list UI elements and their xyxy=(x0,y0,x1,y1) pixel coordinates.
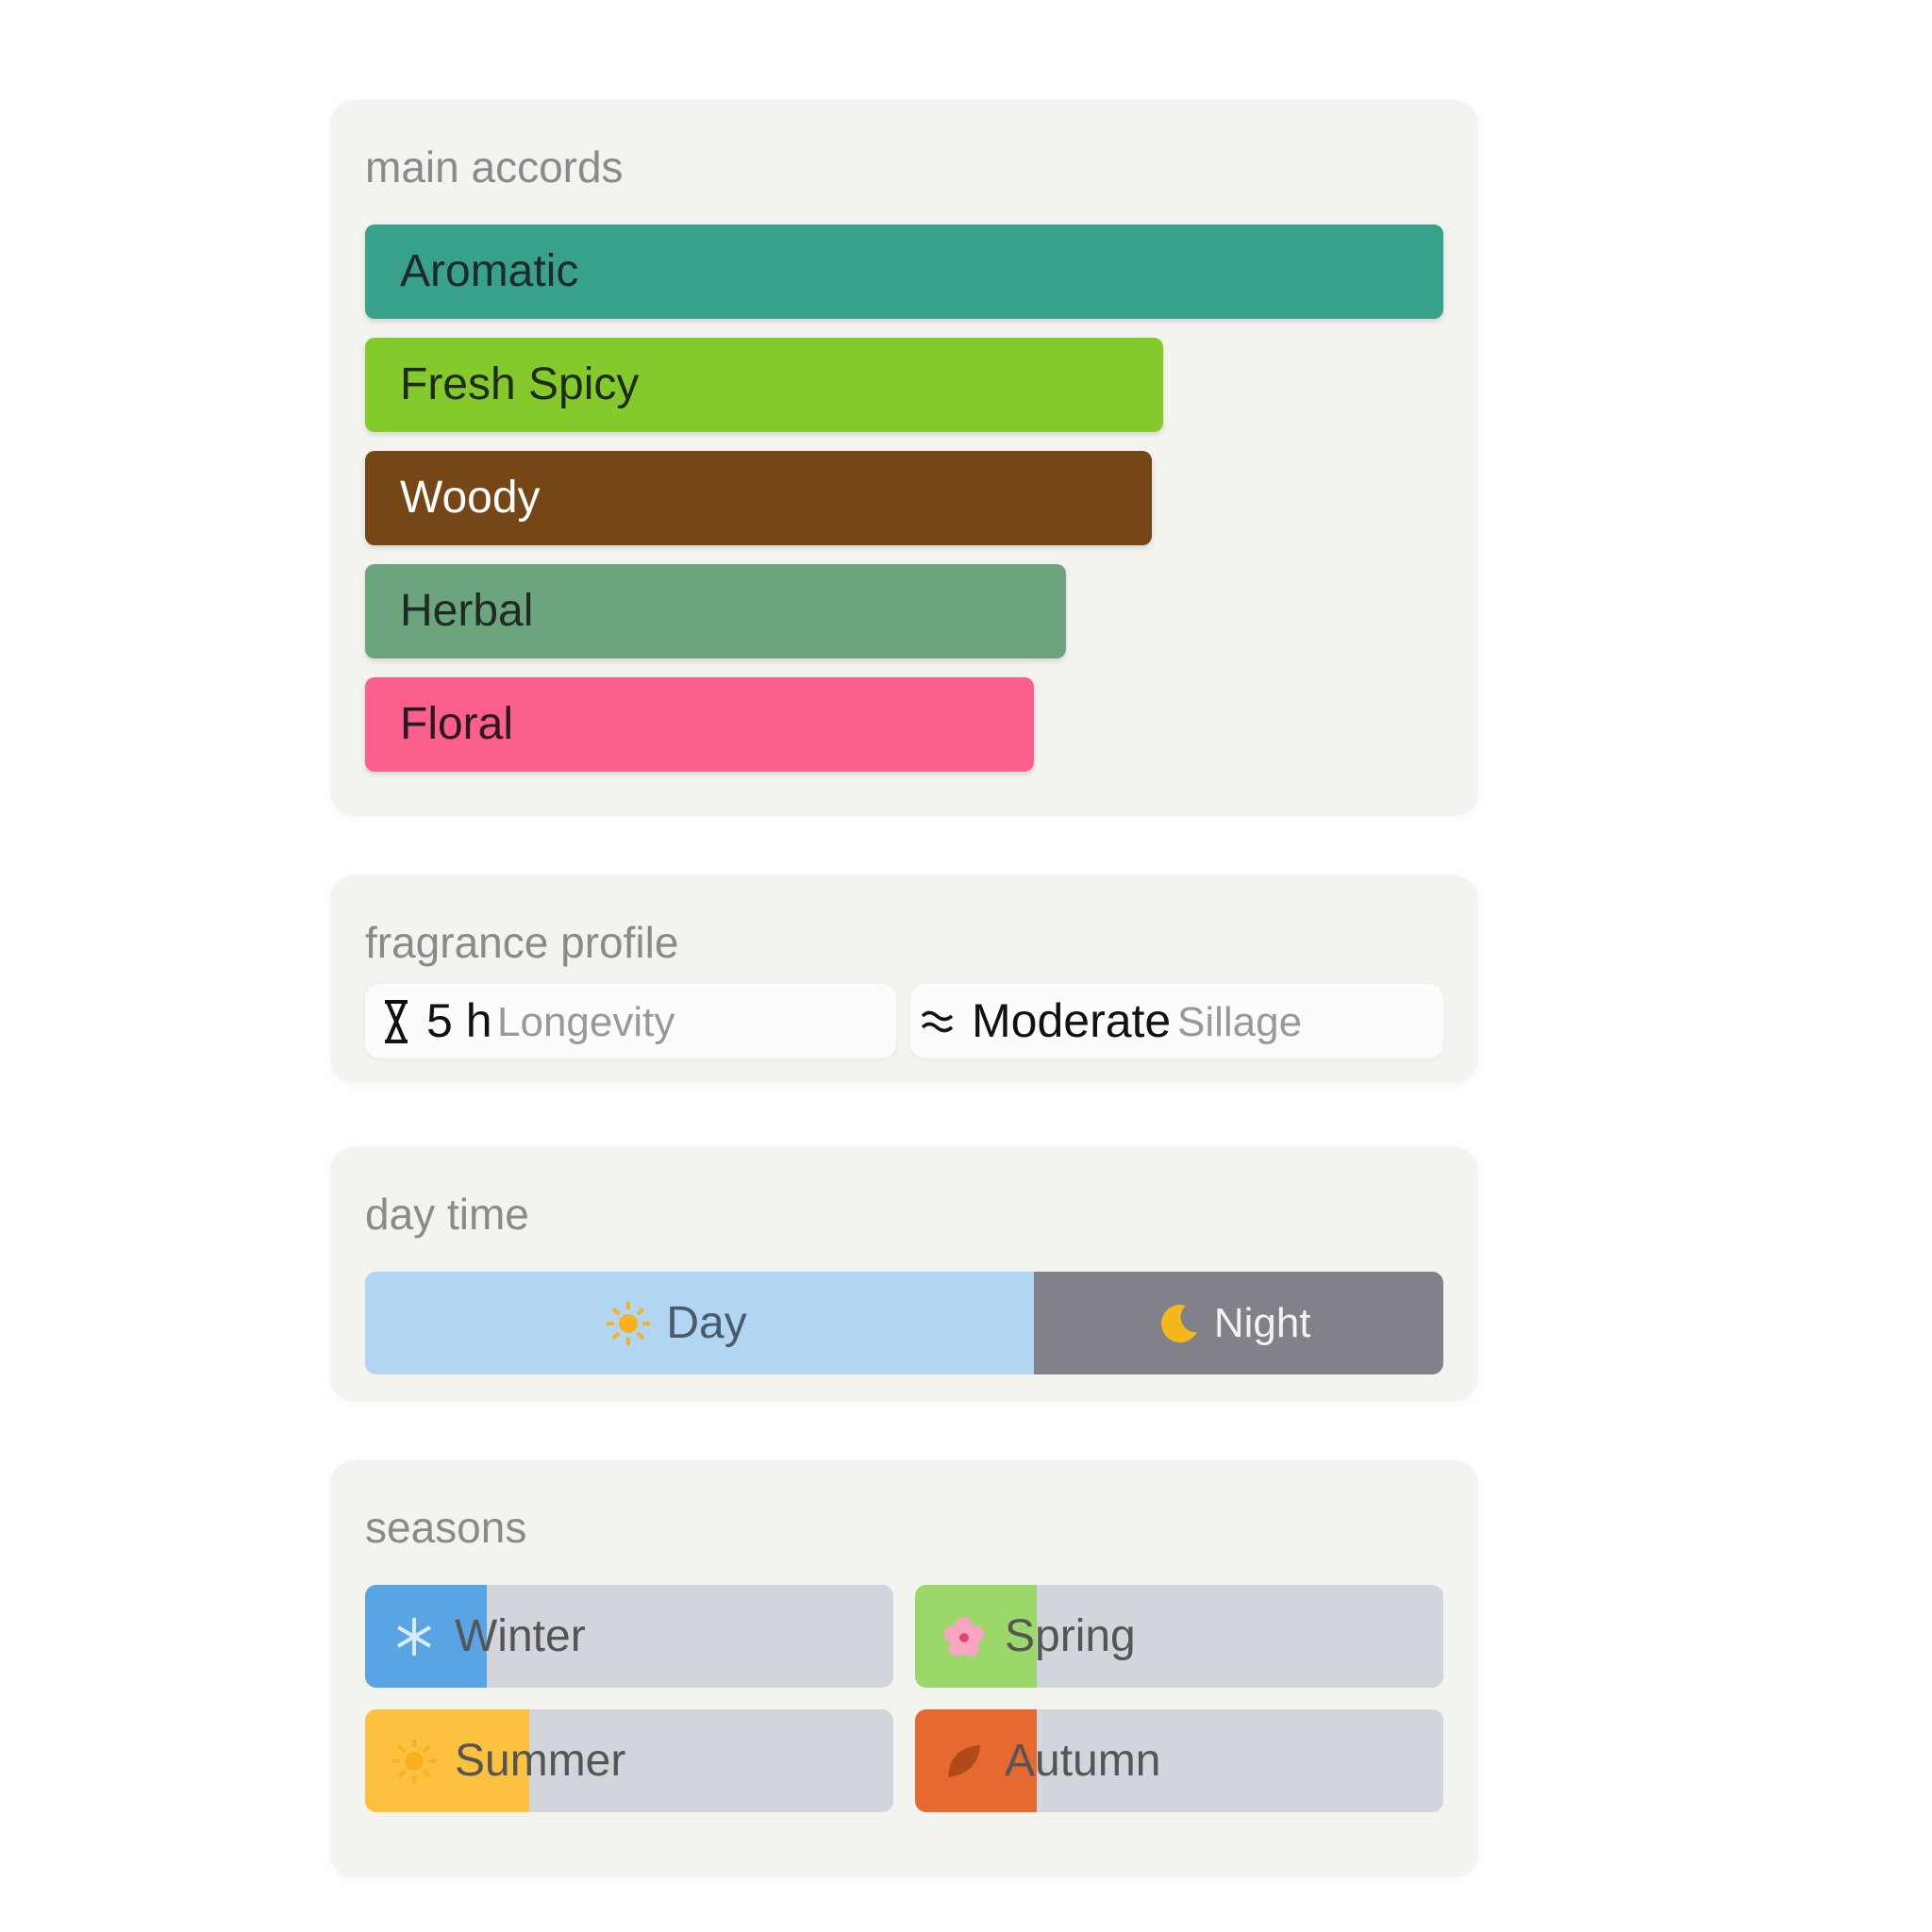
sillage-value: Moderate xyxy=(972,994,1172,1047)
moon-icon xyxy=(1160,1305,1197,1343)
accord-label: Fresh Spicy xyxy=(400,359,640,409)
accord-bar: Woody xyxy=(365,451,1153,545)
season-label: Summer xyxy=(455,1736,626,1786)
season-fill xyxy=(365,1709,529,1812)
sun-icon xyxy=(392,1740,436,1783)
season-label: Autumn xyxy=(1005,1736,1161,1786)
season-label: Spring xyxy=(1005,1611,1136,1661)
sun-icon xyxy=(607,1302,651,1345)
accord-label: Aromatic xyxy=(400,246,579,296)
card-title: day time xyxy=(365,1190,529,1239)
main-accords-card: main accords Aromatic Fresh Spicy Woody Her… xyxy=(330,100,1478,816)
season-track: Winter xyxy=(365,1585,893,1688)
card-title: main accords xyxy=(365,142,624,192)
night-label: Night xyxy=(1213,1300,1311,1346)
day-night-bar: Day Night xyxy=(365,1272,1443,1374)
card-title: fragrance profile xyxy=(365,918,679,967)
accord-bar: Floral xyxy=(365,677,1034,772)
day-time-card: day time Day Night xyxy=(330,1147,1478,1401)
flower-icon xyxy=(944,1617,984,1657)
accord-label: Floral xyxy=(400,699,514,749)
seasons-card: seasons Winter Spring Summer Autumn xyxy=(330,1460,1478,1877)
sillage-pill: Moderate Sillage xyxy=(910,984,1443,1058)
season-label: Winter xyxy=(455,1611,586,1661)
longevity-value: 5 h xyxy=(426,994,492,1047)
season-fill xyxy=(365,1585,487,1688)
season-track: Autumn xyxy=(915,1709,1443,1812)
accord-bar: Herbal xyxy=(365,564,1066,658)
card-title: seasons xyxy=(365,1503,527,1552)
accord-bar: Fresh Spicy xyxy=(365,338,1163,432)
accord-bar: Aromatic xyxy=(365,225,1443,319)
night-segment: Night xyxy=(1033,1272,1443,1374)
leaf-icon xyxy=(948,1745,980,1777)
longevity-label: Longevity xyxy=(497,999,675,1045)
longevity-pill: 5 h Longevity xyxy=(365,984,896,1058)
day-segment: Day xyxy=(365,1272,1034,1374)
fragrance-profile-card: fragrance profile 5 h Longevity Moderate… xyxy=(330,875,1478,1083)
snow-icon xyxy=(396,1618,432,1656)
waves-icon xyxy=(921,1010,954,1033)
accord-label: Woody xyxy=(400,473,541,523)
season-track: Summer xyxy=(365,1709,893,1812)
day-label: Day xyxy=(666,1298,747,1348)
season-track: Spring xyxy=(915,1585,1443,1688)
sillage-label: Sillage xyxy=(1177,999,1303,1045)
accord-label: Herbal xyxy=(400,586,534,636)
hourglass-icon xyxy=(385,1000,408,1043)
